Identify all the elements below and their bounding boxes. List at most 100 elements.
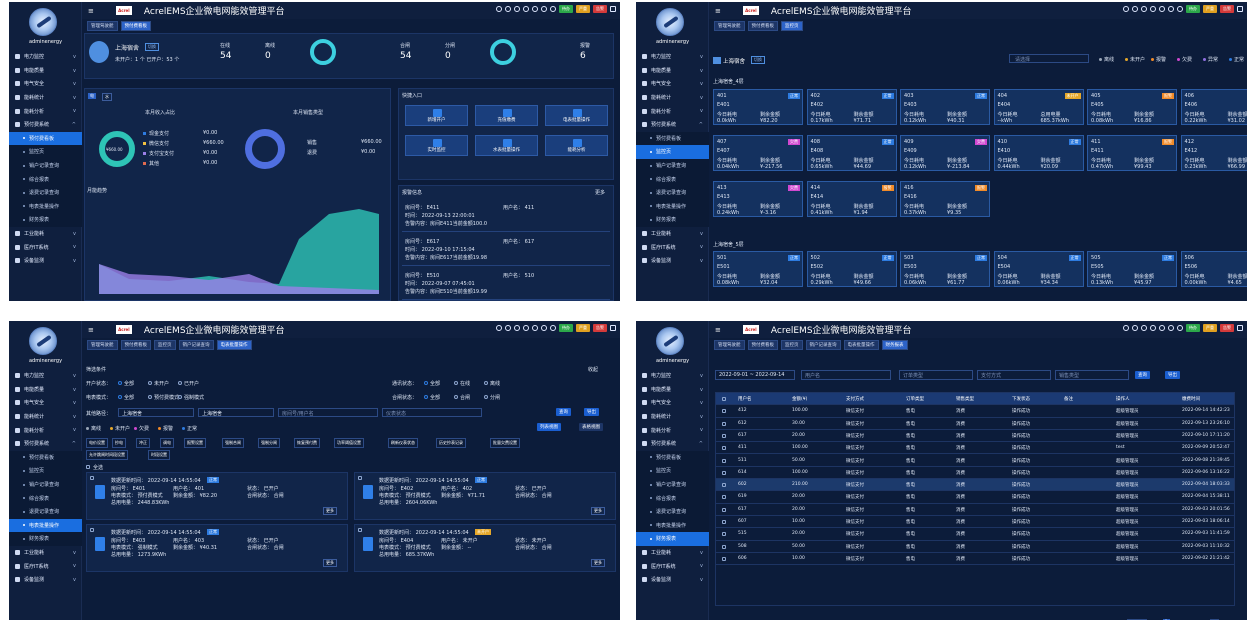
sidebar-item[interactable]: 医疗IT系统 v [9,559,82,573]
screen-icon[interactable] [541,325,547,331]
search-icon[interactable] [1132,325,1138,331]
meter-card[interactable]: 408 正常 E408 今日耗电 剩余金额 0.65kWh ¥44.69 [806,135,897,171]
operation-button[interactable]: 强制分闸 [258,438,280,448]
collapse-link[interactable]: 收起 [588,367,599,373]
sidebar-subitem[interactable]: 监控页 [9,464,82,478]
sidebar-item[interactable]: 设备监测 v [636,573,709,587]
sidebar-subitem[interactable]: 预付费看板 [9,450,82,465]
sound-icon[interactable] [514,6,520,12]
operation-button[interactable]: 功率阈值设置 [334,438,364,448]
table-row[interactable]: 614 100.00 微信支付 售电 消费 操作成功 超级管理员 2022-09-06 13:… [716,467,1234,480]
radio[interactable] [454,381,458,385]
row-checkbox[interactable] [722,495,726,500]
refresh-icon[interactable] [523,325,529,331]
more-button[interactable]: 更多 [323,559,337,567]
sound-icon[interactable] [1141,325,1147,331]
meter-card[interactable]: 406正常E406今日耗电剩余金额0.22kWh¥31.02 [1180,89,1247,125]
switch-button[interactable]: 切换 [751,56,765,64]
row-checkbox[interactable] [722,470,726,475]
operation-button[interactable]: 电价设置 [86,438,108,448]
sidebar-subitem[interactable]: 退费记录查询 [636,185,709,200]
tab[interactable]: 预付费看板 [120,20,151,31]
path-select-2[interactable] [198,408,274,417]
sidebar-subitem[interactable]: 综合报表 [636,491,709,505]
sidebar-item[interactable]: 工业能耗 v [9,546,82,560]
meter-card[interactable]: 502 正常 E502 今日耗电 剩余金额 0.29kWh ¥49.66 [806,251,897,287]
meter-record[interactable]: 数据更新时间： 2022-09-14 14:55:04 未开户 房间号： E404 用… [354,524,616,572]
sidebar-item[interactable]: 设备监测 v [636,254,709,268]
sidebar-subitem[interactable]: 销户记录查询 [636,477,709,492]
sidebar-item[interactable]: 工业能耗 v [636,546,709,560]
radio[interactable] [424,381,428,385]
sidebar-item[interactable]: 预付费系统 ^ [9,118,82,132]
shirt-icon[interactable] [550,325,556,331]
sidebar-subitem[interactable]: 退费记录查询 [636,504,709,519]
query-button[interactable]: 查询 [1135,371,1150,379]
meter-card[interactable]: 405 报警 E405 今日耗电 剩余金额 0.08kWh ¥16.86 [1087,89,1177,125]
more-button[interactable]: 更多 [323,507,337,515]
sidebar-subitem[interactable]: 退费记录查询 [9,185,82,200]
operation-button[interactable]: 调电 [160,438,174,448]
radio[interactable] [118,381,122,385]
tab[interactable]: 销户记录查询 [805,339,841,350]
operation-button[interactable]: 历史抄表记录 [436,438,466,448]
meter-card[interactable]: 416 报警 E416 今日耗电 剩余金额 0.37kWh ¥9.35 [900,181,990,217]
sidebar-item[interactable]: 设备监测 v [9,573,82,587]
quick-button[interactable]: 电表批量操作 [545,105,608,126]
switch-button[interactable]: 切换 [145,43,159,51]
row-checkbox[interactable] [722,544,726,549]
record-checkbox[interactable] [90,528,94,532]
operation-button[interactable]: 批量欠费设置 [490,438,520,448]
screen-icon[interactable] [541,6,547,12]
sidebar-subitem[interactable]: 监控页 [636,145,709,159]
radio[interactable] [178,381,182,385]
radio[interactable] [148,395,152,399]
table-row[interactable]: 612 30.00 微信支付 售电 消费 操作成功 超级管理员 2022-09-13 23:2… [716,418,1234,430]
fullscreen-icon[interactable] [1159,325,1165,331]
sidebar-item[interactable]: 工业能耗 v [636,227,709,241]
radio[interactable] [484,381,488,385]
refresh-icon[interactable] [523,6,529,12]
sidebar-subitem[interactable]: 财务报表 [636,213,709,227]
table-row[interactable]: 619 20.00 微信支付 售电 消费 操作成功 超级管理员 2022-09-04 15:3… [716,491,1234,504]
tab[interactable]: 财务报表 [881,339,908,350]
sidebar-subitem[interactable]: 财务报表 [9,532,82,546]
sidebar-subitem[interactable]: 退费记录查询 [9,504,82,519]
alert-badge[interactable]: 严重 [1203,324,1217,332]
radio[interactable] [118,395,122,399]
sidebar-item[interactable]: 预付费系统 ^ [636,437,709,451]
sidebar-item[interactable]: 能耗分析 v [9,104,82,118]
sidebar-subitem[interactable]: 综合报表 [9,491,82,505]
alert-badge[interactable]: 告警 [593,5,607,13]
fullscreen-icon[interactable] [532,325,538,331]
meter-card[interactable]: 409 欠费 E409 今日耗电 剩余金额 0.12kWh ¥-213.84 [900,135,990,171]
sidebar-subitem[interactable]: 监控页 [9,145,82,159]
device-status-select[interactable] [382,408,482,417]
row-checkbox[interactable] [722,507,726,512]
sidebar-item[interactable]: 能耗分析 v [9,423,82,437]
export-button[interactable]: 导出 [584,408,599,416]
sidebar-item[interactable]: 工业能耗 v [9,227,82,241]
sidebar-subitem[interactable]: 预付费看板 [9,131,82,146]
sidebar-item[interactable]: 电能质量 v [9,64,82,78]
menu-toggle-icon[interactable]: ≡ [715,325,721,334]
sidebar-item[interactable]: 能耗分析 v [636,423,709,437]
operation-button[interactable]: 时段设置 [148,450,170,460]
sound-icon[interactable] [514,325,520,331]
shirt-icon[interactable] [1177,6,1183,12]
row-checkbox[interactable] [722,483,726,488]
sidebar-subitem[interactable]: 财务报表 [9,213,82,227]
tab[interactable]: 监控页 [781,20,803,31]
operation-button[interactable]: 恢复预付费 [294,438,320,448]
tab-electric[interactable]: 电 [88,93,96,99]
meter-card[interactable]: 503 正常 E503 今日耗电 剩余金额 0.06kWh ¥61.77 [900,251,990,287]
globe-icon[interactable] [1123,325,1129,331]
sidebar-subitem[interactable]: 综合报表 [9,172,82,186]
record-checkbox[interactable] [358,528,362,532]
sidebar-item[interactable]: 能耗统计 v [9,410,82,424]
sidebar-item[interactable]: 电力监控 v [9,50,82,64]
sidebar-subitem[interactable]: 电表批量操作 [636,518,709,533]
meter-card[interactable]: 401 正常 E401 今日耗电 剩余金额 0.0kWh ¥82.20 [713,89,803,125]
fullscreen-icon[interactable] [532,6,538,12]
radio[interactable] [454,395,458,399]
